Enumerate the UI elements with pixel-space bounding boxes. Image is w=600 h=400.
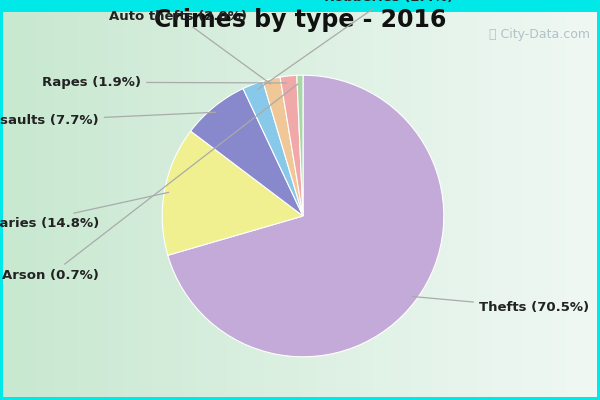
Text: Thefts (70.5%): Thefts (70.5%) xyxy=(413,296,589,314)
Text: Crimes by type - 2016: Crimes by type - 2016 xyxy=(154,8,446,32)
Wedge shape xyxy=(297,75,303,216)
Text: Robberies (2.4%): Robberies (2.4%) xyxy=(257,0,453,90)
Wedge shape xyxy=(243,81,303,216)
Text: Assaults (7.7%): Assaults (7.7%) xyxy=(0,112,216,127)
Text: Arson (0.7%): Arson (0.7%) xyxy=(2,84,298,282)
Wedge shape xyxy=(280,75,303,216)
Text: Auto thefts (2.0%): Auto thefts (2.0%) xyxy=(109,10,271,84)
Wedge shape xyxy=(162,131,303,255)
Text: Rapes (1.9%): Rapes (1.9%) xyxy=(42,76,286,89)
Wedge shape xyxy=(191,89,303,216)
Wedge shape xyxy=(168,75,444,357)
Wedge shape xyxy=(263,77,303,216)
Text: ⓘ City-Data.com: ⓘ City-Data.com xyxy=(489,28,590,41)
Text: Burglaries (14.8%): Burglaries (14.8%) xyxy=(0,192,169,230)
